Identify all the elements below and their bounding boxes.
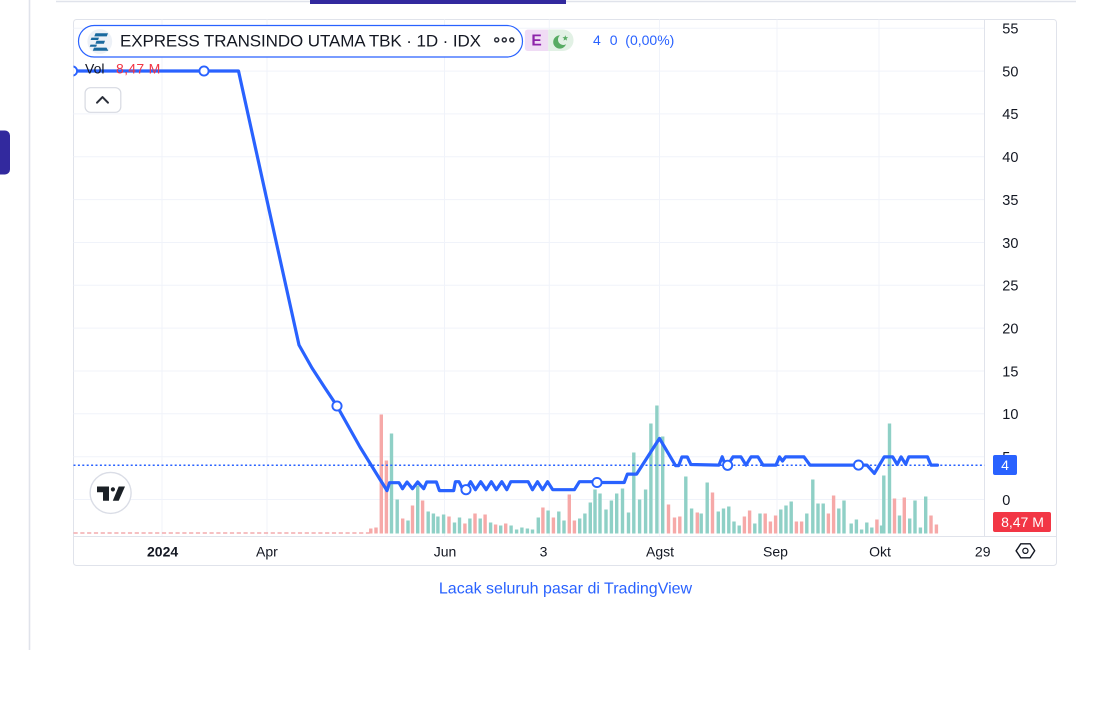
svg-text:2024: 2024 — [147, 543, 178, 559]
svg-text:45: 45 — [1002, 107, 1018, 123]
svg-text:55: 55 — [1002, 22, 1018, 38]
svg-text:4: 4 — [593, 32, 601, 48]
svg-text:8,47 M: 8,47 M — [1001, 514, 1044, 530]
svg-text:40: 40 — [1002, 150, 1018, 166]
svg-text:35: 35 — [1002, 193, 1018, 209]
svg-text:25: 25 — [1002, 279, 1018, 295]
svg-text:Okt: Okt — [869, 543, 891, 559]
svg-text:(0,00%): (0,00%) — [625, 32, 674, 48]
svg-text:0: 0 — [1002, 493, 1010, 509]
svg-text:30: 30 — [1002, 236, 1018, 252]
svg-text:3: 3 — [540, 543, 548, 559]
svg-text:EXPRESS TRANSINDO UTAMA TBK ·: EXPRESS TRANSINDO UTAMA TBK · 1D · IDX — [120, 32, 481, 51]
svg-text:20: 20 — [1002, 321, 1018, 337]
svg-text:0: 0 — [610, 32, 618, 48]
svg-text:Lacak seluruh pasar di Trading: Lacak seluruh pasar di TradingView — [439, 581, 693, 598]
svg-text:Vol: Vol — [85, 61, 104, 77]
svg-text:15: 15 — [1002, 364, 1018, 380]
svg-text:Sep: Sep — [763, 543, 788, 559]
svg-text:50: 50 — [1002, 64, 1018, 80]
svg-text:10: 10 — [1002, 407, 1018, 423]
svg-text:4: 4 — [1001, 457, 1009, 473]
svg-text:Jun: Jun — [434, 543, 457, 559]
svg-text:Agst: Agst — [646, 543, 674, 559]
svg-text:E: E — [531, 33, 541, 50]
svg-text:29: 29 — [975, 543, 991, 559]
svg-text:8,47 M: 8,47 M — [116, 61, 161, 77]
svg-text:Apr: Apr — [256, 543, 278, 559]
